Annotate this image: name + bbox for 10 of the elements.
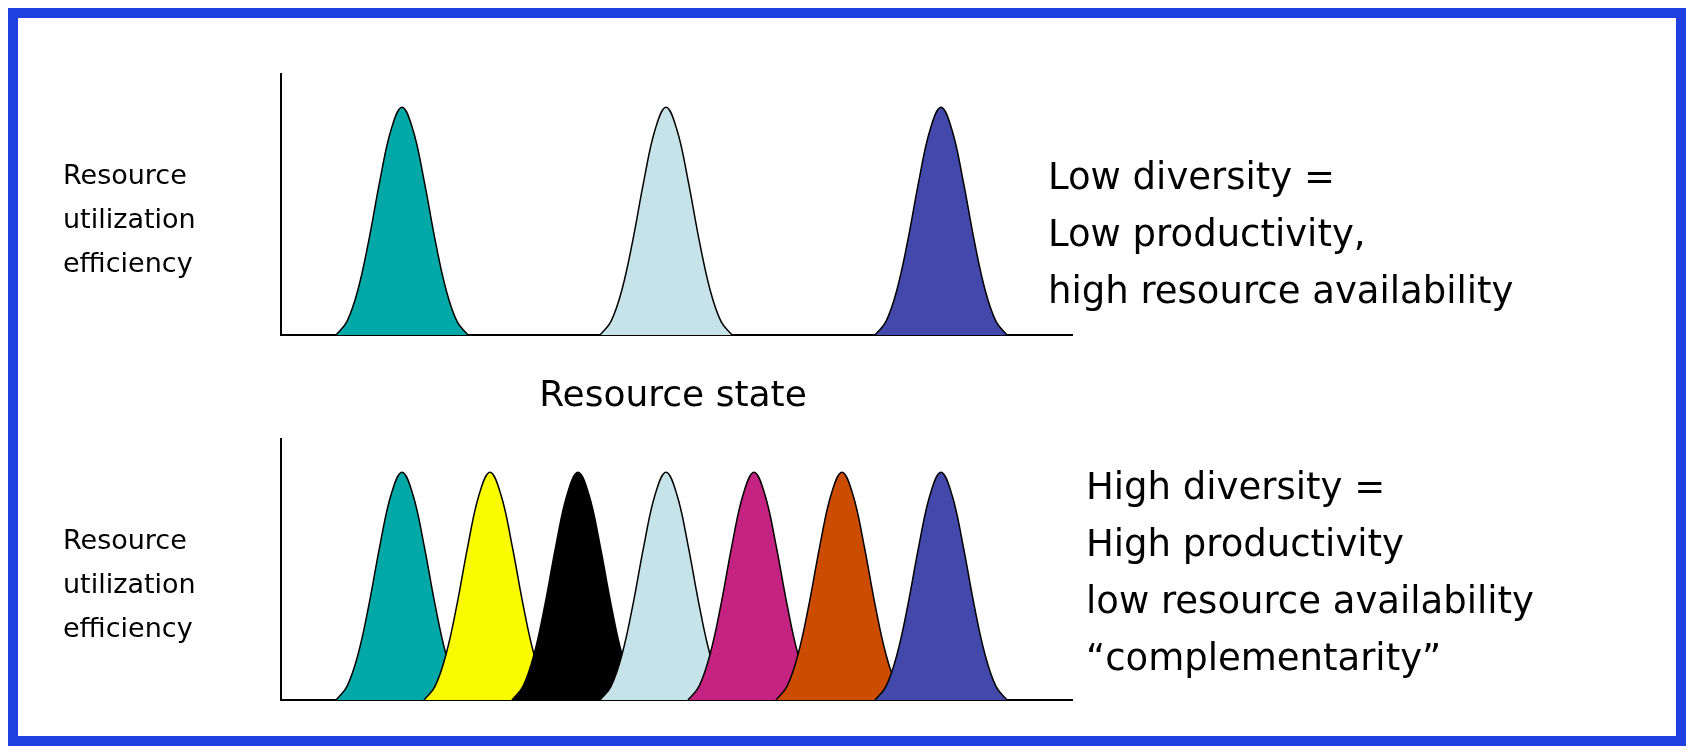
x-axis-title: Resource state [538, 373, 808, 414]
annotation: Low productivity, [1048, 211, 1367, 257]
y-axis-title: Resource utilization efficiency [63, 158, 197, 280]
text: High diversity = [1086, 464, 1387, 510]
text: low resource availability [1086, 578, 1534, 624]
text: “complementarity” [1086, 635, 1443, 681]
annotation: high resource availability [1048, 268, 1514, 314]
text: High productivity [1086, 521, 1405, 567]
y-axis-title: Resource utilization efficiency [63, 523, 197, 645]
annotation: Low diversity = [1048, 154, 1336, 200]
